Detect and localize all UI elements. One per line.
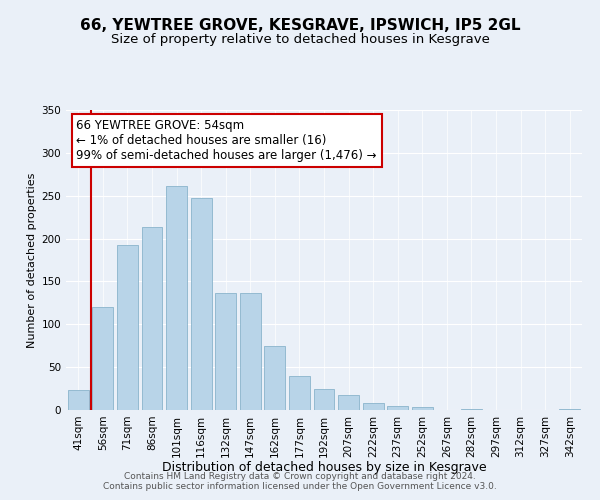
Bar <box>461 409 482 410</box>
Text: Size of property relative to detached houses in Kesgrave: Size of property relative to detached ho… <box>110 32 490 46</box>
Bar <box>166 186 187 410</box>
Text: 66 YEWTREE GROVE: 54sqm
← 1% of detached houses are smaller (16)
99% of semi-det: 66 YEWTREE GROVE: 54sqm ← 1% of detached… <box>76 119 377 162</box>
Bar <box>265 346 286 410</box>
Text: Contains public sector information licensed under the Open Government Licence v3: Contains public sector information licen… <box>103 482 497 491</box>
Bar <box>92 307 113 410</box>
Bar <box>215 292 236 410</box>
Bar <box>338 396 359 410</box>
Bar <box>191 198 212 410</box>
Bar <box>314 388 334 410</box>
Bar <box>142 226 163 410</box>
Bar <box>117 246 138 410</box>
Bar <box>68 390 89 410</box>
X-axis label: Distribution of detached houses by size in Kesgrave: Distribution of detached houses by size … <box>161 461 487 474</box>
Bar <box>387 406 408 410</box>
Bar <box>289 376 310 410</box>
Text: 66, YEWTREE GROVE, KESGRAVE, IPSWICH, IP5 2GL: 66, YEWTREE GROVE, KESGRAVE, IPSWICH, IP… <box>80 18 520 32</box>
Text: Contains HM Land Registry data © Crown copyright and database right 2024.: Contains HM Land Registry data © Crown c… <box>124 472 476 481</box>
Y-axis label: Number of detached properties: Number of detached properties <box>27 172 37 348</box>
Bar <box>240 294 261 410</box>
Bar <box>412 408 433 410</box>
Bar <box>362 403 383 410</box>
Bar <box>559 409 580 410</box>
